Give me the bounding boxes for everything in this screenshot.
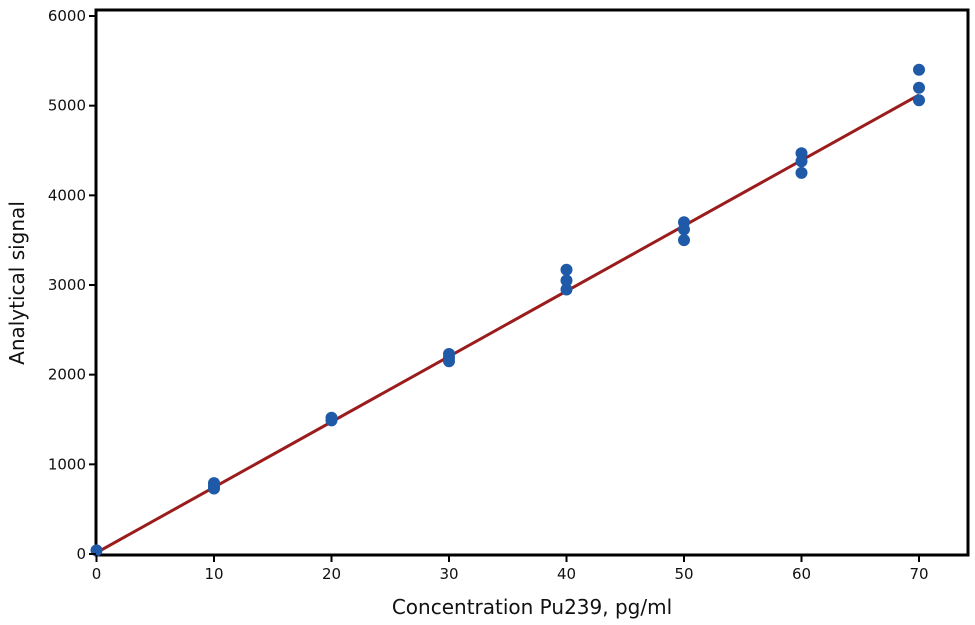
data-point — [913, 94, 925, 107]
x-tick-label: 40 — [557, 565, 576, 583]
x-tick-label: 20 — [322, 565, 341, 583]
data-point — [678, 234, 690, 247]
data-point — [208, 482, 220, 495]
x-tick-label: 0 — [92, 565, 102, 583]
y-tick-label: 4000 — [48, 186, 86, 204]
data-point — [913, 81, 925, 94]
y-tick-label: 3000 — [48, 276, 86, 294]
y-tick-label: 6000 — [48, 7, 86, 25]
y-tick-label: 1000 — [48, 455, 86, 473]
data-point — [795, 155, 808, 168]
x-tick-label: 50 — [674, 565, 693, 583]
y-axis-title: Analytical signal — [5, 201, 29, 365]
data-point — [795, 166, 808, 179]
x-tick-label: 60 — [792, 565, 811, 583]
y-axis: 0 1000 2000 3000 4000 5000 6000 — [48, 7, 96, 563]
data-point — [325, 414, 338, 427]
x-axis-title: Concentration Pu239, pg/ml — [392, 595, 672, 619]
regression-line — [95, 93, 920, 554]
x-tick-label: 30 — [439, 565, 458, 583]
fit-line-layer — [95, 93, 920, 554]
data-point — [560, 263, 573, 276]
data-point — [560, 274, 573, 287]
plot-area — [94, 8, 970, 557]
data-point — [678, 223, 690, 236]
data-point — [443, 355, 455, 368]
x-axis: 0 10 20 30 40 50 60 70 — [92, 555, 929, 583]
y-tick-label: 0 — [76, 545, 86, 563]
x-tick-label: 10 — [204, 565, 223, 583]
data-point — [560, 283, 573, 296]
x-tick-label: 70 — [909, 565, 928, 583]
y-tick-label: 5000 — [48, 97, 86, 115]
data-point — [913, 63, 925, 76]
y-tick-label: 2000 — [48, 366, 86, 384]
data-points-layer — [90, 63, 925, 557]
